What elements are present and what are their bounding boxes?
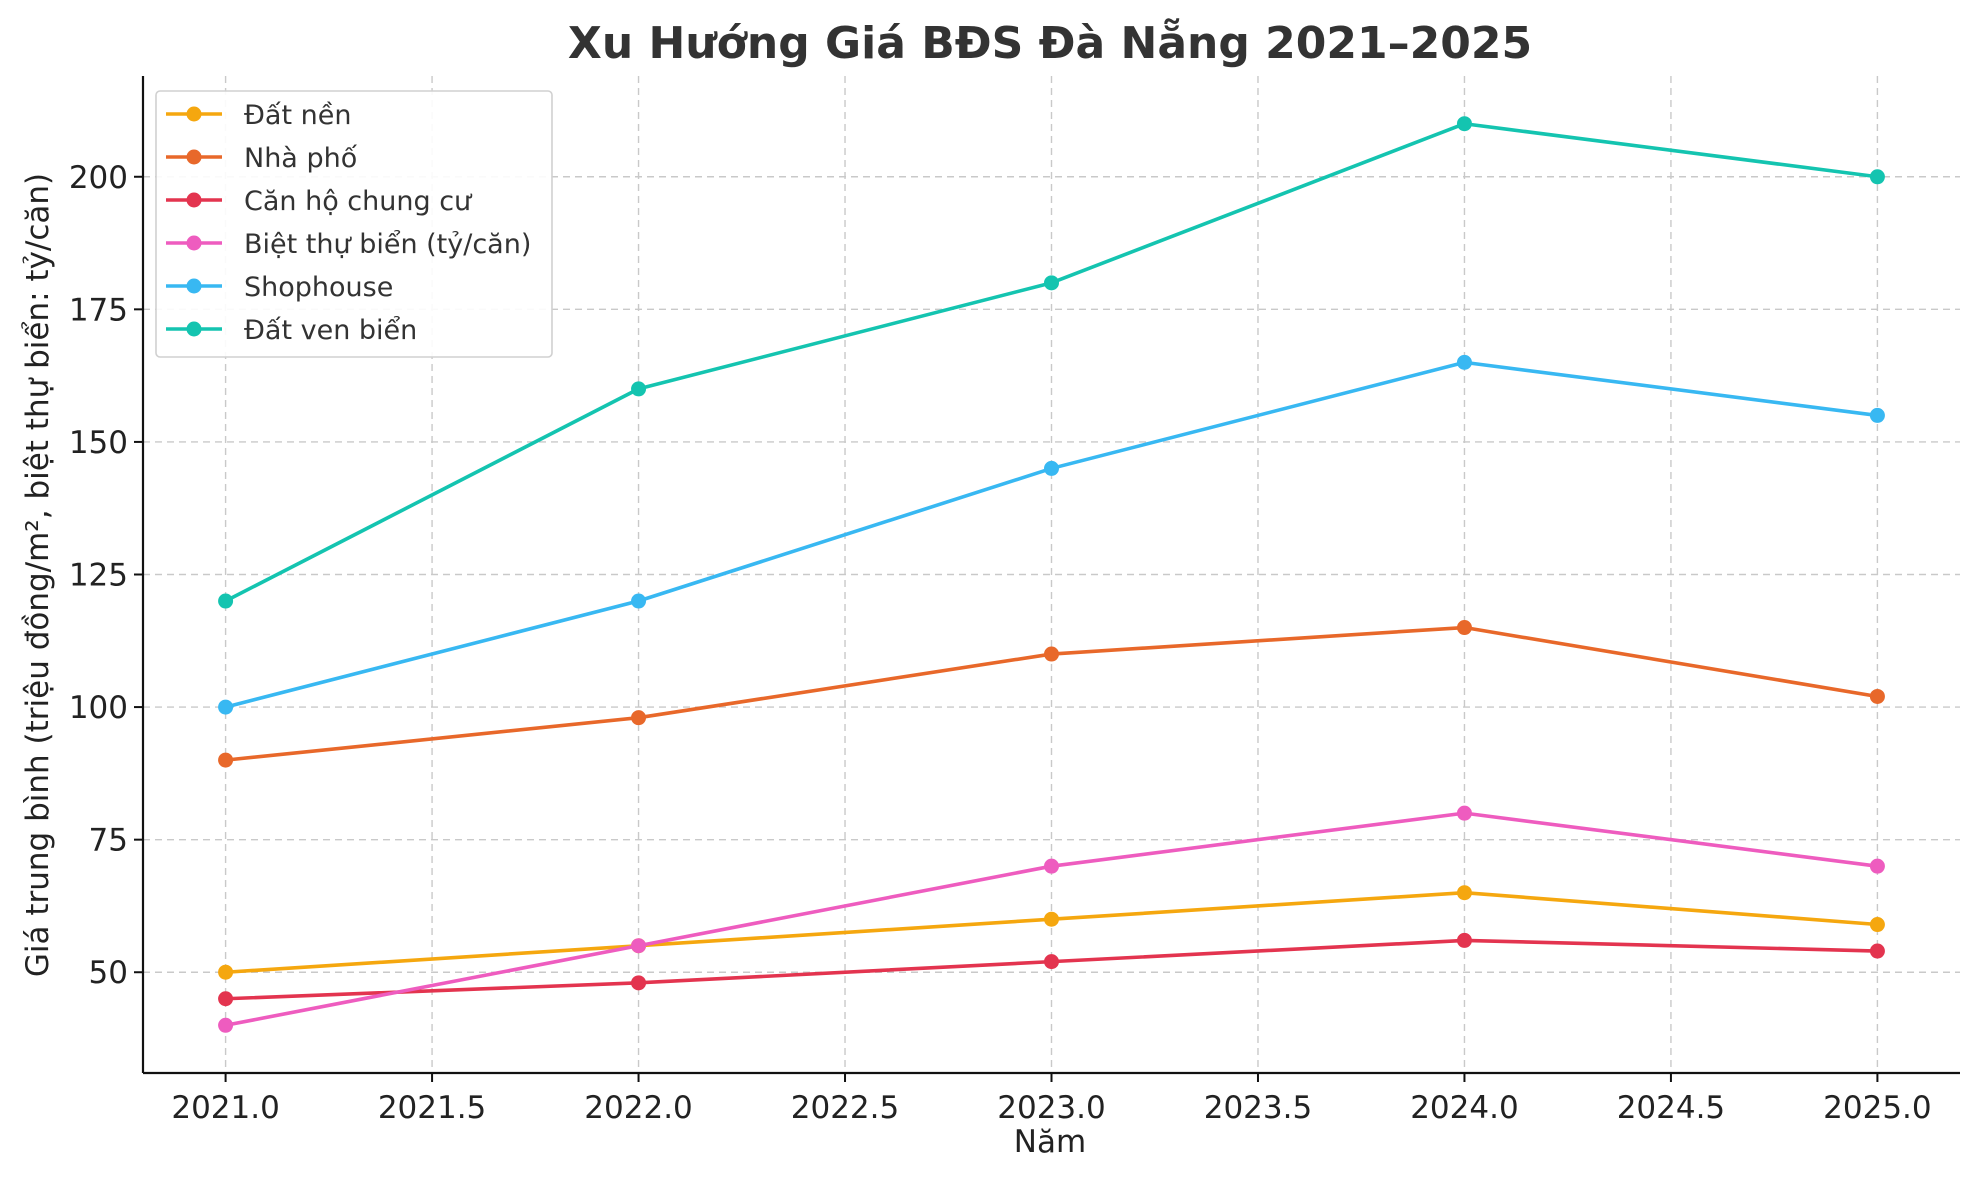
x-tick-label: 2022.5 <box>791 1090 899 1126</box>
x-tick-label: 2024.5 <box>1617 1090 1725 1126</box>
y-tick-label: 75 <box>89 823 128 859</box>
data-point <box>1044 954 1059 970</box>
legend-marker <box>186 235 202 251</box>
legend-label: Căn hộ chung cư <box>244 186 473 217</box>
data-point <box>1044 275 1059 291</box>
y-tick-label: 175 <box>69 292 128 328</box>
y-tick-label: 200 <box>69 160 128 196</box>
legend-entry: Shophouse <box>166 272 393 303</box>
data-point <box>1044 911 1059 927</box>
legend-entry: Căn hộ chung cư <box>166 186 473 217</box>
legend-label: Đất ven biển <box>244 315 417 346</box>
x-tick-label: 2025.0 <box>1823 1090 1931 1126</box>
series-5 <box>218 354 1885 715</box>
data-point <box>1869 688 1885 704</box>
series-layer <box>218 116 1885 1033</box>
y-tick-label: 150 <box>69 425 128 461</box>
legend-label: Shophouse <box>244 272 393 303</box>
legend-label: Đất nền <box>244 100 351 131</box>
series-6 <box>218 116 1885 609</box>
legend-marker <box>186 106 202 122</box>
data-point <box>1044 460 1059 476</box>
x-axis-label: Năm <box>1014 1124 1086 1160</box>
legend-marker <box>186 192 202 208</box>
series-2 <box>218 620 1885 768</box>
data-point <box>218 964 234 980</box>
data-point <box>218 1017 234 1033</box>
data-point <box>1456 805 1472 821</box>
data-point <box>631 938 647 954</box>
data-point <box>1456 620 1472 636</box>
legend-marker <box>186 149 202 165</box>
data-point <box>1456 116 1472 132</box>
x-tick-label: 2023.0 <box>997 1090 1105 1126</box>
data-point <box>631 381 647 397</box>
x-tick-label: 2021.5 <box>378 1090 486 1126</box>
legend-entry: Đất nền <box>166 100 351 131</box>
legend-box <box>155 90 553 358</box>
legend-entries: Đất nền Nhà phố Căn hộ chung cư Biệt thự bi… <box>166 100 531 346</box>
data-point <box>1869 858 1885 874</box>
data-point <box>218 752 234 768</box>
y-tick-label: 100 <box>69 690 128 726</box>
y-axis-label: Giá trung bình (triệu đồng/m², biệt thự … <box>20 173 56 977</box>
chart-title: Xu Hướng Giá BĐS Đà Nẵng 2021–2025 <box>568 17 1532 69</box>
data-point <box>1869 169 1885 185</box>
legend-marker <box>186 321 202 337</box>
data-point <box>631 710 647 726</box>
data-point <box>1456 354 1472 370</box>
legend: Đất nền Nhà phố Căn hộ chung cư Biệt thự bi… <box>155 90 553 358</box>
data-point <box>218 991 234 1007</box>
x-ticks: 2021.0 2021.5 2022.0 2022.5 2023.0 2023.5 2024… <box>171 1073 1932 1126</box>
legend-label: Biệt thự biển (tỷ/căn) <box>244 229 531 260</box>
data-point <box>218 699 234 715</box>
legend-entry: Nhà phố <box>166 143 358 174</box>
legend-entry: Biệt thự biển (tỷ/căn) <box>166 229 531 260</box>
data-point <box>1044 858 1059 874</box>
y-tick-label: 125 <box>69 558 128 594</box>
data-point <box>1044 646 1059 662</box>
data-point <box>631 975 647 991</box>
series-3 <box>218 932 1885 1007</box>
data-point <box>1456 932 1472 948</box>
data-point <box>1869 407 1885 423</box>
y-tick-label: 50 <box>89 955 128 991</box>
data-point <box>1456 885 1472 901</box>
x-tick-label: 2022.0 <box>584 1090 692 1126</box>
data-point <box>218 593 234 609</box>
x-tick-label: 2023.5 <box>1204 1090 1312 1126</box>
x-tick-label: 2024.0 <box>1410 1090 1518 1126</box>
legend-marker <box>186 278 202 294</box>
x-tick-label: 2021.0 <box>171 1090 279 1126</box>
data-point <box>1869 917 1885 933</box>
y-ticks: 50 75 100 125 150 175 200 <box>69 160 143 991</box>
legend-entry: Đất ven biển <box>166 315 417 346</box>
legend-label: Nhà phố <box>244 143 358 174</box>
data-point <box>631 593 647 609</box>
series-4 <box>218 805 1885 1033</box>
data-point <box>1869 943 1885 959</box>
